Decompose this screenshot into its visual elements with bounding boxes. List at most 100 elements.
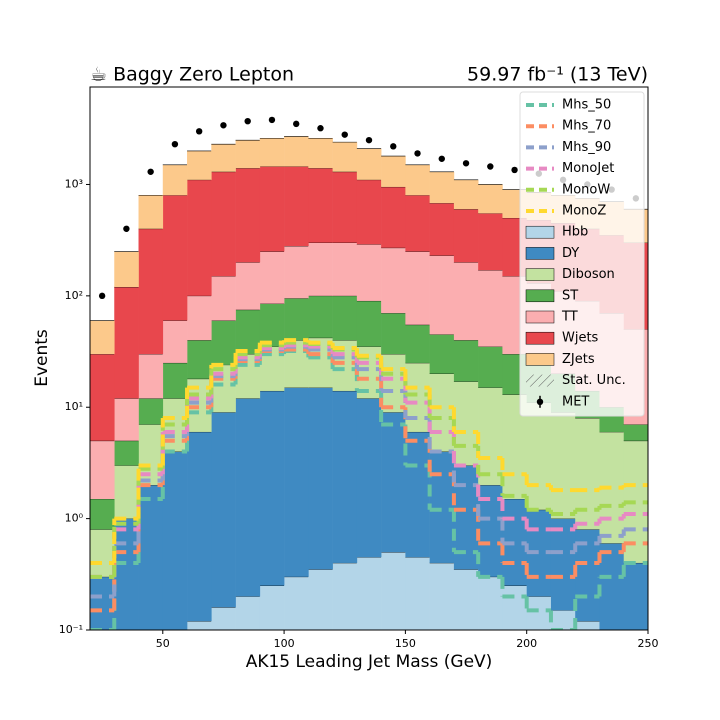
data-point xyxy=(414,150,421,157)
y-tick-label: 10⁰ xyxy=(65,512,84,525)
legend-label: TT xyxy=(561,310,578,325)
x-tick-label: 150 xyxy=(395,637,416,650)
data-point xyxy=(98,292,106,300)
data-point xyxy=(123,225,130,232)
data-point xyxy=(462,160,470,167)
data-point xyxy=(220,122,227,129)
stack-bar xyxy=(429,451,455,563)
stack-bar xyxy=(90,529,115,577)
stack-bar xyxy=(259,303,285,347)
y-axis-label: Events xyxy=(32,329,52,387)
legend-swatch xyxy=(525,331,555,345)
stack-bar xyxy=(284,387,309,577)
legend-label: ZJets xyxy=(562,352,595,367)
stack-bar xyxy=(211,276,236,321)
data-point xyxy=(390,143,397,150)
legend-label: Mhs_50 xyxy=(562,98,611,113)
stack-bar xyxy=(211,144,236,172)
data-point xyxy=(195,128,203,135)
stack-bar xyxy=(478,576,503,630)
stack-bar xyxy=(453,209,479,263)
stack-bar xyxy=(259,138,285,167)
stack-bar xyxy=(550,610,576,630)
stack-bar xyxy=(623,424,648,441)
legend-label: MonoJet xyxy=(562,161,614,176)
stack-bar xyxy=(138,195,164,229)
stack-bar xyxy=(356,557,382,630)
stack-bar xyxy=(211,412,236,608)
data-point xyxy=(171,140,179,148)
stack-bar xyxy=(478,184,503,214)
stack-bar xyxy=(429,171,455,204)
legend-swatch xyxy=(525,310,555,324)
stack-bar xyxy=(332,242,358,296)
stack-bar xyxy=(429,562,455,630)
stack-bar xyxy=(332,390,358,563)
stack-bar xyxy=(575,621,600,630)
stack-bar xyxy=(623,562,648,630)
stack-bar xyxy=(235,309,261,355)
stack-bar xyxy=(114,287,139,399)
stack-bar xyxy=(453,340,479,382)
data-point xyxy=(511,166,518,174)
stack-bar xyxy=(284,576,309,630)
stack-bar xyxy=(235,596,261,630)
stack-bar xyxy=(235,398,261,597)
stack-bar xyxy=(162,164,188,196)
stack-bar xyxy=(381,247,406,314)
legend-label: DY xyxy=(562,246,579,261)
stack-bar xyxy=(114,440,139,466)
stack-bar xyxy=(114,465,139,519)
stack-bar xyxy=(90,320,115,355)
stack-bar xyxy=(429,334,455,374)
stack-bar xyxy=(405,251,430,325)
stack-bar xyxy=(478,270,503,347)
data-point xyxy=(317,125,324,132)
axes: 50 100 150 200 250 10⁻¹ 10⁰ 10¹ 10² 10³ xyxy=(59,177,659,650)
data-point xyxy=(268,116,276,124)
stack-bar xyxy=(90,440,115,500)
stack-bar xyxy=(308,387,333,570)
stack-bar xyxy=(308,569,333,630)
stack-bar xyxy=(453,569,479,630)
stack-bar xyxy=(259,585,285,630)
x-tick-label: 200 xyxy=(516,637,537,650)
stack-bar xyxy=(284,166,309,247)
stack-bar xyxy=(138,228,164,355)
stack-bar xyxy=(187,295,212,341)
data-point xyxy=(147,168,154,175)
stack-bar xyxy=(90,499,115,530)
stack-bar xyxy=(575,418,600,530)
stack-bar xyxy=(550,412,576,519)
data-point xyxy=(244,117,251,125)
stack-bar xyxy=(381,552,406,630)
stack-bar xyxy=(114,398,139,441)
stack-bar xyxy=(405,557,430,630)
stack-bar xyxy=(405,431,430,558)
legend-label: ST xyxy=(562,288,578,303)
stack-bar xyxy=(332,295,358,341)
chart-title: ☕ Baggy Zero Lepton xyxy=(90,64,294,86)
stack-bar xyxy=(356,148,382,180)
stack-bar xyxy=(90,576,115,630)
y-tick-label: 10⁻¹ xyxy=(59,623,83,636)
stack-bar xyxy=(211,607,236,630)
stack-bar xyxy=(187,179,212,296)
legend-swatch xyxy=(525,268,555,281)
stack-bar xyxy=(308,138,333,169)
stack-bar xyxy=(405,324,430,363)
data-point xyxy=(341,131,348,138)
stack-bar xyxy=(284,136,309,167)
stack-bar xyxy=(235,140,261,169)
stack-bar xyxy=(478,213,503,271)
legend-label: Wjets xyxy=(562,331,599,346)
stack-bar xyxy=(162,195,188,321)
stack-bar xyxy=(405,362,430,432)
legend-swatch xyxy=(536,398,544,405)
stack-bar xyxy=(162,451,188,630)
signal-line xyxy=(90,338,648,565)
legend-label: Mhs_90 xyxy=(562,140,611,155)
legend-label: Stat. Unc. xyxy=(562,373,626,388)
y-tick-label: 10³ xyxy=(65,177,83,190)
